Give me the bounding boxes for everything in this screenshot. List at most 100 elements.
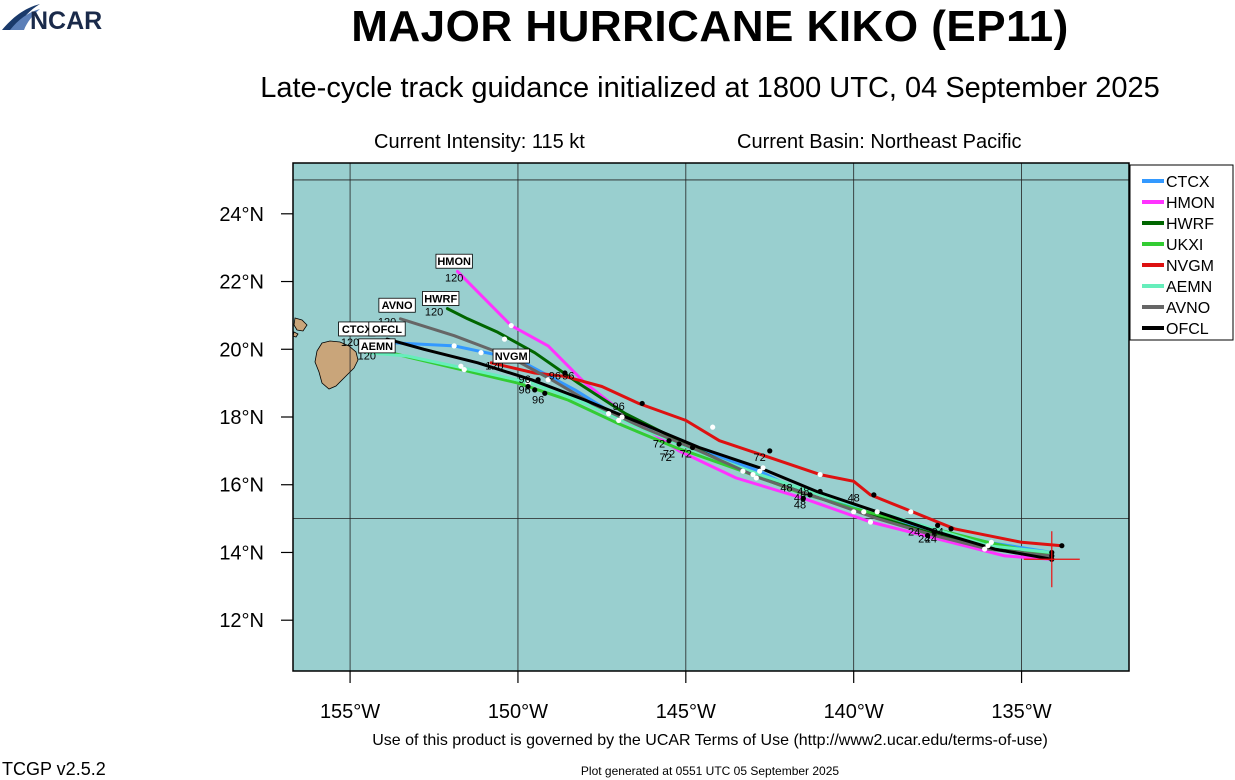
forecast-hour-label: 120	[445, 273, 463, 285]
forecast-point	[948, 526, 954, 532]
forecast-point	[767, 448, 773, 454]
legend-label: NVGM	[1166, 258, 1214, 275]
forecast-point	[1059, 543, 1065, 549]
tcgp-version: TCGP v2.5.2	[2, 759, 106, 779]
forecast-hour-label: 120	[358, 350, 376, 362]
forecast-point	[562, 370, 568, 376]
forecast-point	[740, 468, 746, 474]
lon-tick-label: 155°W	[320, 701, 380, 723]
forecast-point	[676, 441, 682, 447]
big-island	[314, 340, 359, 390]
model-end-label: HWRF	[422, 291, 460, 306]
forecast-hour-label: 96	[549, 371, 561, 383]
forecast-hour-label: 96	[562, 371, 574, 383]
forecast-points	[381, 322, 1065, 562]
forecast-hour-label: 24	[918, 533, 930, 545]
ncar-logo-swoosh	[2, 4, 40, 30]
forecast-hour-label: 72	[680, 449, 692, 461]
model-end-label: HMON	[435, 253, 473, 269]
maui-island	[293, 317, 308, 332]
model-end-labels: HMON HWRF AVNO CTCX OFCL AEMN NVGM	[338, 253, 530, 364]
forecast-point	[817, 488, 823, 495]
map-title: MAJOR HURRICANE KIKO (EP11)	[351, 2, 1069, 51]
forecast-point	[807, 492, 813, 498]
forecast-hour-label: 48	[848, 493, 860, 505]
forecast-point	[508, 322, 514, 329]
ncar-logo: NCAR	[2, 4, 102, 35]
forecast-point	[908, 509, 914, 515]
forecast-point	[753, 475, 759, 481]
forecast-point	[817, 471, 823, 478]
forecast-hour-label: 48	[794, 493, 806, 505]
forecast-hour-label: 96	[532, 394, 544, 406]
forecast-point	[451, 343, 457, 349]
current-basin: Current Basin: Northeast Pacific	[737, 131, 1022, 153]
track-hmon	[456, 269, 1054, 561]
forecast-point	[935, 522, 941, 528]
forecast-hour-label: 72	[660, 452, 672, 464]
forecast-point	[525, 383, 531, 390]
track-ofcl	[385, 337, 1054, 561]
model-end-label-text: AVNO	[382, 300, 413, 312]
lat-lon-grid	[293, 163, 1129, 671]
legend-label: HWRF	[1166, 216, 1214, 233]
lon-tick-label: 140°W	[824, 701, 884, 723]
map-axes: 155°W 150°W 145°W 140°W 135°W 12°N 14°N 16°N 18°…	[219, 204, 1051, 723]
forecast-point	[616, 417, 622, 423]
forecast-hour-label: 72	[754, 452, 766, 464]
forecast-hour-label: 72	[663, 449, 675, 461]
forecast-hour-label: 96	[613, 401, 625, 413]
terms-of-use: Use of this product is governed by the U…	[372, 732, 1048, 749]
forecast-hour-label: 48	[797, 486, 809, 498]
lat-tick-label: 12°N	[219, 610, 264, 632]
forecast-hour-label: 120	[341, 337, 359, 349]
forecast-hour-label: 120	[485, 361, 503, 373]
forecast-point	[461, 366, 467, 373]
model-legend: CTCX HMON HWRF UKXI NVGM AEMN AVNO OFCL	[1129, 164, 1234, 341]
legend-label: HMON	[1166, 195, 1215, 212]
legend-box	[1129, 164, 1234, 341]
forecast-hour-label: 96	[519, 384, 531, 396]
lon-tick-label: 145°W	[656, 701, 716, 723]
map-subtitle: Late-cycle track guidance initialized at…	[260, 72, 1160, 104]
forecast-point	[666, 438, 672, 444]
lon-tick-label: 150°W	[488, 701, 548, 723]
model-end-label-text: NVGM	[495, 351, 528, 363]
ocean-area	[293, 163, 1129, 671]
model-end-label-text: HMON	[437, 256, 471, 268]
forecast-point	[851, 509, 857, 515]
model-end-label: OFCL	[368, 321, 406, 337]
forecast-point	[867, 519, 874, 525]
model-end-label-text: AEMN	[361, 341, 393, 353]
hawaii-islands	[292, 317, 359, 390]
forecast-point	[710, 424, 716, 430]
model-end-label-text: OFCL	[372, 324, 402, 336]
forecast-hour-label: 72	[653, 438, 665, 450]
lat-tick-label: 22°N	[219, 272, 264, 294]
forecast-point	[874, 509, 880, 515]
model-end-label-text: HWRF	[424, 293, 457, 305]
forecast-point	[478, 350, 484, 356]
model-end-label-box	[368, 321, 406, 337]
forecast-point	[545, 377, 551, 383]
ncar-logo-text: NCAR	[30, 7, 102, 32]
lat-tick-label: 14°N	[219, 542, 264, 564]
forecast-point	[501, 336, 508, 342]
forecast-point	[988, 539, 994, 545]
forecast-point	[800, 495, 806, 501]
lat-tick-label: 24°N	[219, 204, 264, 226]
forecast-point	[639, 400, 645, 407]
model-end-label: AEMN	[358, 338, 396, 354]
forecast-point	[542, 390, 548, 396]
forecast-point	[924, 532, 931, 539]
model-end-label: NVGM	[492, 348, 530, 364]
forecast-hour-label: 48	[780, 483, 792, 495]
forecast-point	[689, 444, 696, 451]
forecast-point	[750, 471, 756, 478]
legend-label: AEMN	[1166, 279, 1212, 296]
legend-label: CTCX	[1166, 174, 1210, 191]
track-nvgm	[489, 361, 1064, 548]
model-end-label-box	[378, 297, 416, 313]
current-position-marker	[1023, 531, 1080, 588]
